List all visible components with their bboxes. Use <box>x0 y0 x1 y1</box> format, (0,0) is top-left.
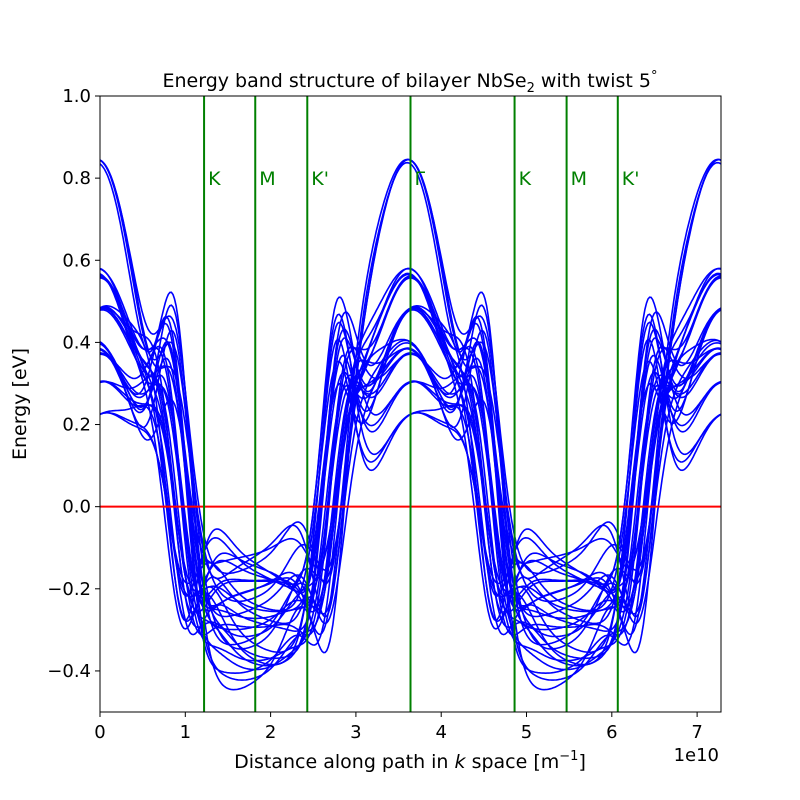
symmetry-label: K <box>208 168 221 190</box>
y-axis-ticks: −0.4 −0.2 0.0 0.2 0.4 0.6 0.8 1.0 <box>47 86 100 682</box>
x-axis-ticks: 0 1 2 3 4 5 6 7 <box>94 712 703 743</box>
xlabel-post: space [m <box>466 751 560 773</box>
y-tick-label: 0.2 <box>62 415 91 436</box>
x-tick-label: 3 <box>350 722 361 743</box>
x-axis-title: Distance along path in k space [m−1] <box>234 749 586 773</box>
y-tick-label: 1.0 <box>62 86 91 107</box>
title-subscript: 2 <box>527 81 535 96</box>
y-tick-label: 0.0 <box>62 497 91 518</box>
x-tick-label: 5 <box>521 722 532 743</box>
x-tick-label: 6 <box>606 722 617 743</box>
y-tick-label: −0.2 <box>47 579 91 600</box>
x-offset-label: 1e10 <box>674 745 719 766</box>
plot-frame <box>99 95 722 713</box>
high-symmetry-lines: K M K' Γ K M K' <box>203 96 640 712</box>
x-tick-label: 1 <box>180 722 191 743</box>
symmetry-label: K' <box>622 168 640 190</box>
chart-title: Energy band structure of bilayer NbSe2 w… <box>162 69 657 96</box>
xlabel-close: ] <box>578 751 585 773</box>
symmetry-label: M <box>259 168 275 190</box>
symmetry-label: K' <box>311 168 329 190</box>
y-tick-label: 0.4 <box>62 332 91 353</box>
x-tick-label: 7 <box>691 722 702 743</box>
y-axis-title: Energy [eV] <box>9 348 31 460</box>
xlabel-pre: Distance along path in <box>234 751 454 773</box>
title-tail: with twist 5 <box>535 70 651 92</box>
xlabel-sup: −1 <box>559 749 578 764</box>
x-tick-label: 0 <box>94 722 105 743</box>
symmetry-label: K <box>519 168 532 190</box>
symmetry-label: Γ <box>415 168 426 190</box>
title-main: Energy band structure of bilayer NbSe <box>162 70 526 92</box>
x-tick-label: 4 <box>435 722 446 743</box>
y-tick-label: 0.6 <box>62 250 91 271</box>
xlabel-k: k <box>455 751 467 773</box>
symmetry-label: M <box>571 168 587 190</box>
svg-text:Energy band structure of bilay: Energy band structure of bilayer NbSe2 w… <box>162 69 657 96</box>
x-tick-label: 2 <box>265 722 276 743</box>
y-tick-label: 0.8 <box>62 168 91 189</box>
y-tick-label: −0.4 <box>47 661 91 682</box>
title-degree: ° <box>651 69 658 84</box>
